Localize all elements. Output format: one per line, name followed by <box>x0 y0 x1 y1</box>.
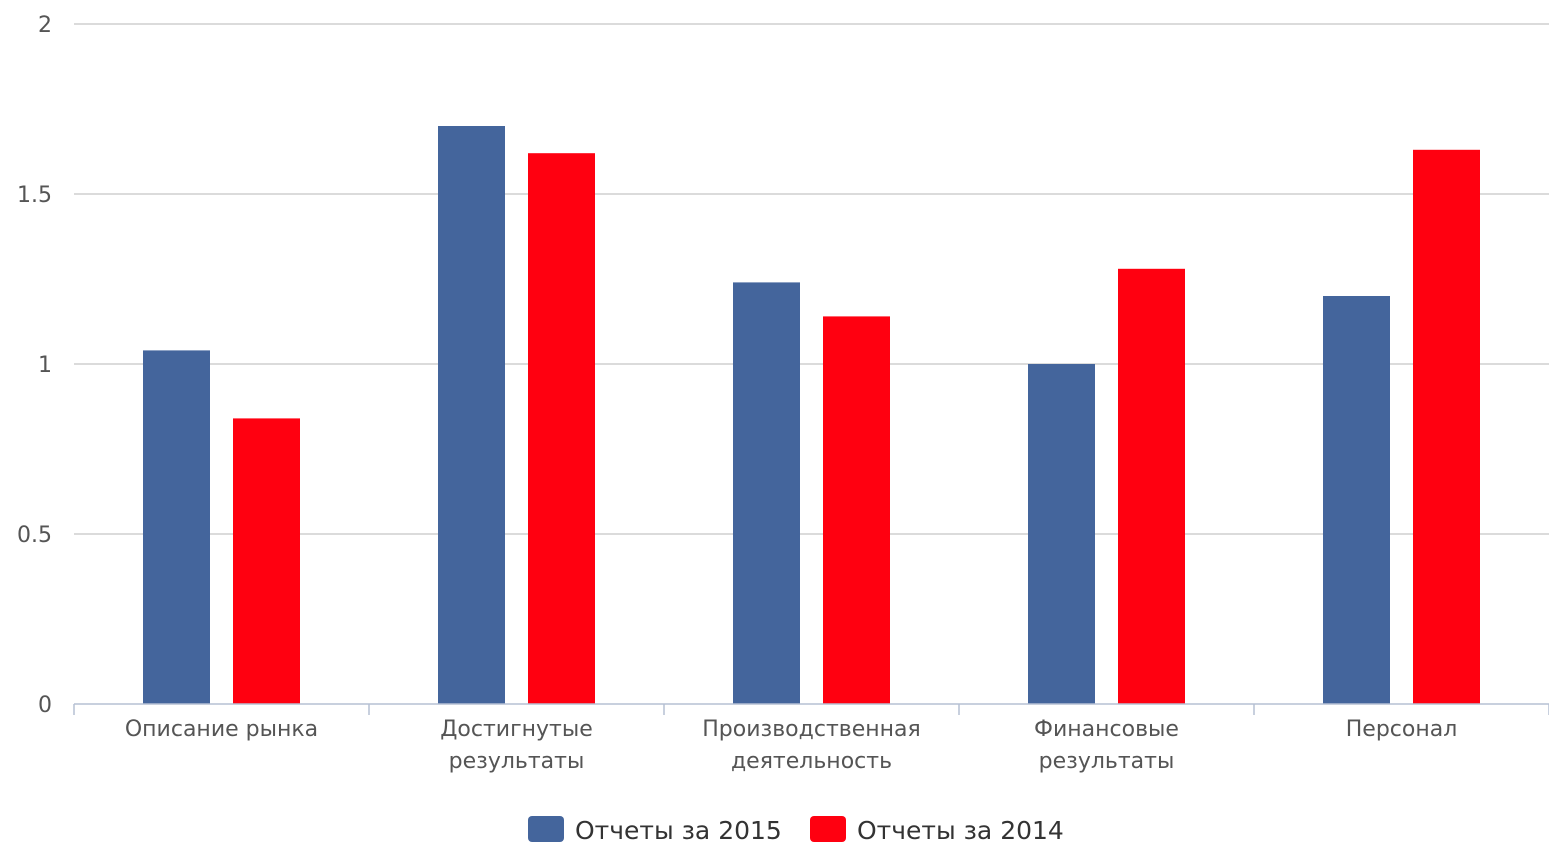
bar-2014[interactable] <box>1118 268 1185 704</box>
grid-lines <box>74 23 1549 535</box>
x-axis: Описание рынка Достигнутые результаты Произ… <box>73 703 1549 774</box>
y-tick-label: 0 <box>38 693 52 718</box>
x-category-label-line: деятельность <box>731 749 892 774</box>
bar-2014[interactable] <box>823 316 890 704</box>
bar-2014[interactable] <box>528 153 595 704</box>
legend-swatch <box>528 816 564 842</box>
x-category-label-line: Производственная <box>702 717 921 742</box>
legend-item-2015[interactable]: Отчеты за 2015 <box>528 816 782 844</box>
bar-2014[interactable] <box>233 418 300 704</box>
bars <box>143 126 1480 705</box>
x-category-label: Достигнутые результаты <box>440 717 593 774</box>
legend-label: Отчеты за 2014 <box>857 816 1064 844</box>
y-tick-label: 1 <box>38 353 52 378</box>
x-category-label: Производственная деятельность <box>702 717 921 774</box>
x-category-label-line: Финансовые <box>1034 717 1179 742</box>
x-category-label-line: Описание рынка <box>125 717 318 742</box>
y-tick-label: 0.5 <box>17 523 52 548</box>
x-category-label-line: Достигнутые <box>440 717 593 742</box>
x-category-label: Персонал <box>1346 717 1458 742</box>
bar-2015[interactable] <box>1323 296 1390 704</box>
bar-2015[interactable] <box>438 126 505 704</box>
legend-item-2014[interactable]: Отчеты за 2014 <box>810 816 1064 844</box>
bar-2014[interactable] <box>1413 149 1480 705</box>
y-axis: 0 0.5 1 1.5 2 <box>17 13 52 718</box>
legend[interactable]: Отчеты за 2015 Отчеты за 2014 <box>528 816 1064 844</box>
x-category-label-line: результаты <box>449 749 585 774</box>
x-category-label: Описание рынка <box>125 717 318 742</box>
bar-2015[interactable] <box>143 350 210 704</box>
legend-swatch <box>810 816 846 842</box>
legend-label: Отчеты за 2015 <box>575 816 782 844</box>
y-tick-label: 1.5 <box>17 183 52 208</box>
bar-2015[interactable] <box>1028 364 1095 704</box>
x-category-label: Финансовые результаты <box>1034 717 1179 774</box>
bar-2015[interactable] <box>733 282 800 704</box>
y-tick-label: 2 <box>38 13 52 38</box>
x-category-label-line: результаты <box>1039 749 1175 774</box>
x-category-label-line: Персонал <box>1346 717 1458 742</box>
